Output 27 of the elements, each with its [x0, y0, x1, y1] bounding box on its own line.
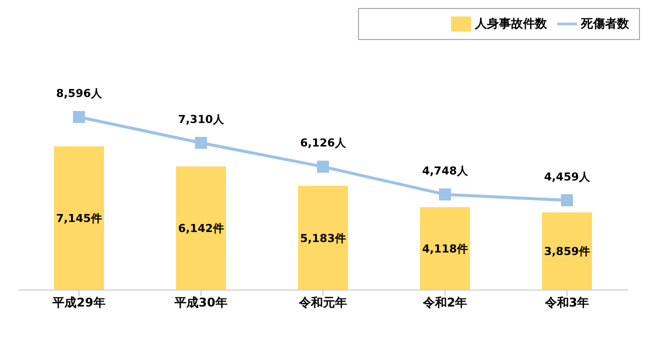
data-label: 4,748人	[422, 164, 469, 178]
x-tick-label: 令和3年	[544, 296, 590, 310]
data-label: 4,459人	[544, 170, 591, 184]
point	[195, 136, 207, 149]
x-tick-label: 令和元年	[298, 296, 347, 310]
x-tick-label: 平成29年	[52, 296, 106, 310]
bar	[54, 146, 104, 290]
data-label: 4,118件	[422, 242, 468, 256]
bar	[420, 207, 470, 290]
data-label: 3,859件	[544, 245, 590, 258]
bar	[176, 166, 226, 290]
data-label: 7,145件	[56, 212, 102, 226]
point	[439, 188, 451, 200]
data-label: 8,596人	[56, 87, 103, 100]
data-label: 7,310人	[178, 112, 225, 126]
x-tick-label: 平成30年	[174, 296, 228, 310]
data-label: 5,183件	[300, 232, 346, 245]
bar	[298, 186, 348, 290]
data-label: 6,126人	[300, 136, 347, 150]
point	[73, 111, 85, 123]
bar	[542, 212, 592, 290]
point	[561, 194, 573, 206]
x-tick-label: 令和2年	[422, 296, 468, 310]
legend-label: 死傷者数	[581, 16, 629, 30]
point	[317, 160, 329, 173]
data-label: 6,142件	[178, 222, 224, 236]
legend-label: 人身事故件数	[475, 16, 547, 30]
